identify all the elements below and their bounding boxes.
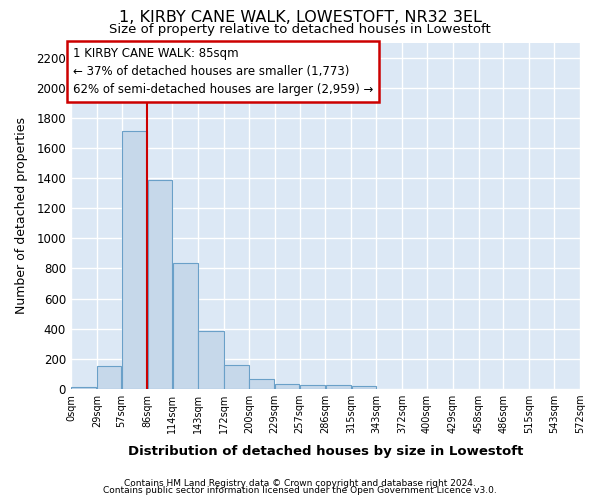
X-axis label: Distribution of detached houses by size in Lowestoft: Distribution of detached houses by size …	[128, 444, 523, 458]
Bar	[352, 386, 376, 389]
Text: 1 KIRBY CANE WALK: 85sqm
← 37% of detached houses are smaller (1,773)
62% of sem: 1 KIRBY CANE WALK: 85sqm ← 37% of detach…	[73, 47, 373, 96]
Bar	[275, 384, 299, 389]
Bar	[224, 365, 248, 389]
Bar	[173, 263, 198, 389]
Bar	[97, 366, 121, 389]
Bar	[148, 180, 172, 389]
Text: 1, KIRBY CANE WALK, LOWESTOFT, NR32 3EL: 1, KIRBY CANE WALK, LOWESTOFT, NR32 3EL	[119, 10, 481, 25]
Text: Contains HM Land Registry data © Crown copyright and database right 2024.: Contains HM Land Registry data © Crown c…	[124, 478, 476, 488]
Text: Size of property relative to detached houses in Lowestoft: Size of property relative to detached ho…	[109, 22, 491, 36]
Bar	[199, 331, 224, 389]
Text: Contains public sector information licensed under the Open Government Licence v3: Contains public sector information licen…	[103, 486, 497, 495]
Bar	[326, 384, 351, 389]
Bar	[300, 384, 325, 389]
Bar	[122, 132, 147, 389]
Bar	[71, 387, 97, 389]
Bar	[249, 379, 274, 389]
Y-axis label: Number of detached properties: Number of detached properties	[15, 118, 28, 314]
